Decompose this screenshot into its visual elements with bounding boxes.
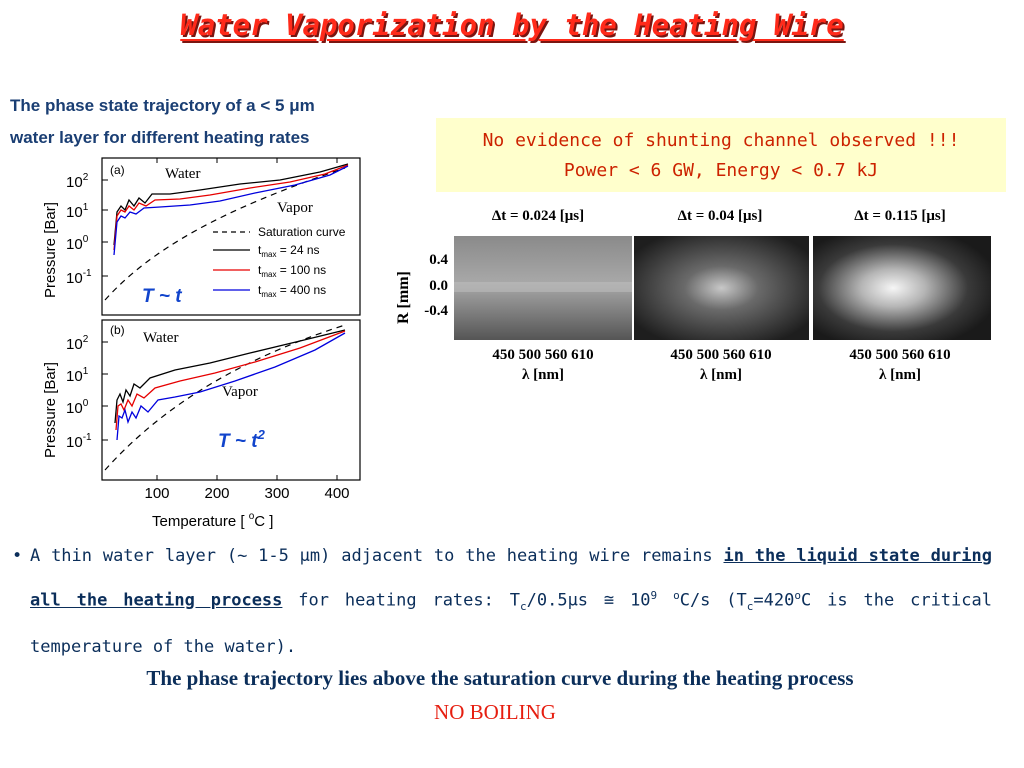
x-tick-label: 200 xyxy=(204,485,229,502)
r-tick-label: 0.4 xyxy=(429,252,448,268)
y-axis-label-a: Pressure [Bar] xyxy=(42,202,59,298)
spectrum-3-wavelengths: 450 500 560 610 xyxy=(849,347,950,363)
spectrum-2-dt: Δt = 0.04 [μs] xyxy=(678,208,763,224)
spectrum-3-image xyxy=(813,236,991,340)
spectrum-2-wavelengths: 450 500 560 610 xyxy=(670,347,771,363)
panel-b-water-label: Water xyxy=(143,330,178,346)
notice-line-2: Power < 6 GW, Energy < 0.7 kJ xyxy=(563,160,879,181)
x-tick-label: 300 xyxy=(264,485,289,502)
spectrum-panel-3: Δt = 0.115 [μs] 450 500 560 610 λ [nm] xyxy=(813,208,991,383)
x-axis-label: Temperature [ oC ] xyxy=(152,511,273,530)
spectrum-1-band xyxy=(454,282,632,292)
y-tick-label: 10-1 xyxy=(66,268,92,287)
spectrum-1-lambda: λ [nm] xyxy=(522,367,564,383)
y-tick-label: 10-1 xyxy=(66,432,92,451)
panel-a-tag: (a) xyxy=(110,163,125,177)
legend-entry-2: tmax = 400 ns xyxy=(258,283,326,299)
spectrum-1-dt: Δt = 0.024 [μs] xyxy=(492,208,584,224)
slide-title: Water Vaporization by the Heating Wire xyxy=(180,8,844,42)
saturation-curve-a xyxy=(104,167,346,301)
trajectory-b-400ns xyxy=(116,332,346,441)
y-tick-label: 100 xyxy=(66,234,89,253)
bullet-point: • A thin water layer (~ 1-5 μm) adjacent… xyxy=(12,536,992,667)
notice-box: No evidence of shunting channel observed… xyxy=(436,118,1006,192)
spectrum-1-wavelengths: 450 500 560 610 xyxy=(492,347,593,363)
spectrum-3-lambda: λ [nm] xyxy=(879,367,921,383)
spectrum-panel-1: Δt = 0.024 [μs] 450 500 560 610 λ [nm] xyxy=(454,208,632,383)
figure-caption: The phase state trajectory of a < 5 μm w… xyxy=(10,90,430,154)
x-tick-label: 400 xyxy=(324,485,349,502)
notice-line-1: No evidence of shunting channel observed… xyxy=(482,130,960,151)
y-tick-label: 102 xyxy=(66,334,89,353)
no-boiling-text: NO BOILING xyxy=(434,700,556,724)
trajectory-a-24ns xyxy=(113,163,349,246)
spectra-images: R [mm] 0.4 0.0 -0.4 Δt = 0.024 [μs] 450 50… xyxy=(395,208,991,383)
bullet-dot-icon: • xyxy=(12,546,23,566)
caption-line-2: water layer for different heating rates xyxy=(10,128,310,147)
y-axis-label-b: Pressure [Bar] xyxy=(42,362,59,458)
y-tick-label: 102 xyxy=(66,172,89,191)
underlined-phrase: in the liquid state during all the heati… xyxy=(30,546,992,611)
legend-entry-0: tmax = 24 ns xyxy=(258,243,320,259)
legend-entry-1: tmax = 100 ns xyxy=(258,263,326,279)
bullet-text: A thin water layer (~ 1-5 μm) adjacent t… xyxy=(30,546,992,658)
spectrum-2-image xyxy=(634,236,809,340)
trajectory-b-24ns xyxy=(114,329,346,424)
x-tick-label: 100 xyxy=(144,485,169,502)
conclusion-text: The phase trajectory lies above the satu… xyxy=(146,666,854,690)
r-tick-label: 0.0 xyxy=(429,278,448,294)
y-tick-label: 101 xyxy=(66,202,89,221)
chart-legend: Saturation curve tmax = 24 ns tmax = 100 … xyxy=(213,225,346,299)
trajectory-a-400ns xyxy=(113,165,349,256)
trajectory-b-100ns xyxy=(115,330,346,431)
panel-a-vapor-label: Vapor xyxy=(277,200,313,216)
panel-b-frame xyxy=(101,319,361,481)
panel-b-relation: T ~ t2 xyxy=(218,427,266,452)
panel-b-tag: (b) xyxy=(110,323,125,337)
caption-line-1: The phase state trajectory of a < 5 μm xyxy=(10,96,315,115)
y-tick-label: 100 xyxy=(66,398,89,417)
panel-b-vapor-label: Vapor xyxy=(222,384,258,400)
phase-trajectory-figure: (a) Water Vapor T ~ t Saturation curve t… xyxy=(42,157,361,530)
legend-saturation: Saturation curve xyxy=(258,225,346,239)
y-tick-label: 101 xyxy=(66,366,89,385)
r-axis-label: R [mm] xyxy=(395,271,412,324)
panel-a-water-label: Water xyxy=(165,166,200,182)
spectrum-panel-2: Δt = 0.04 [μs] 450 500 560 610 λ [nm] xyxy=(634,208,809,383)
panel-a-relation: T ~ t xyxy=(142,286,182,307)
panel-a-frame xyxy=(101,157,361,316)
spectrum-2-lambda: λ [nm] xyxy=(700,367,742,383)
r-tick-label: -0.4 xyxy=(424,303,448,319)
spectrum-3-dt: Δt = 0.115 [μs] xyxy=(854,208,945,224)
trajectory-a-100ns xyxy=(113,164,349,251)
